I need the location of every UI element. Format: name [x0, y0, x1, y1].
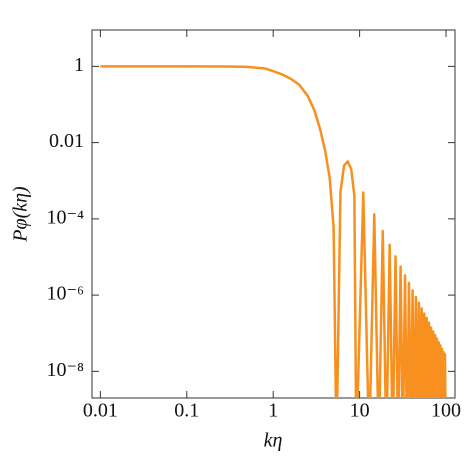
y-tick-label: 10⁻⁴: [46, 206, 84, 228]
x-tick-label: 100: [431, 400, 461, 422]
y-tick-label: 0.01: [49, 130, 84, 152]
y-tick-label: 10⁻⁶: [46, 283, 84, 305]
x-axis-label: kη: [264, 430, 283, 452]
y-axis-label: Pφ(kη): [10, 186, 32, 243]
y-tick-label: 10⁻⁸: [46, 359, 84, 381]
data-line: [100, 65, 447, 398]
y-tick-label: 1: [74, 54, 84, 76]
x-tick-label: 10: [350, 400, 370, 422]
plot-area: [100, 65, 447, 398]
x-tick-label: 1: [268, 400, 278, 422]
x-tick-label: 0.01: [83, 400, 118, 422]
x-tick-label: 0.1: [174, 400, 199, 422]
